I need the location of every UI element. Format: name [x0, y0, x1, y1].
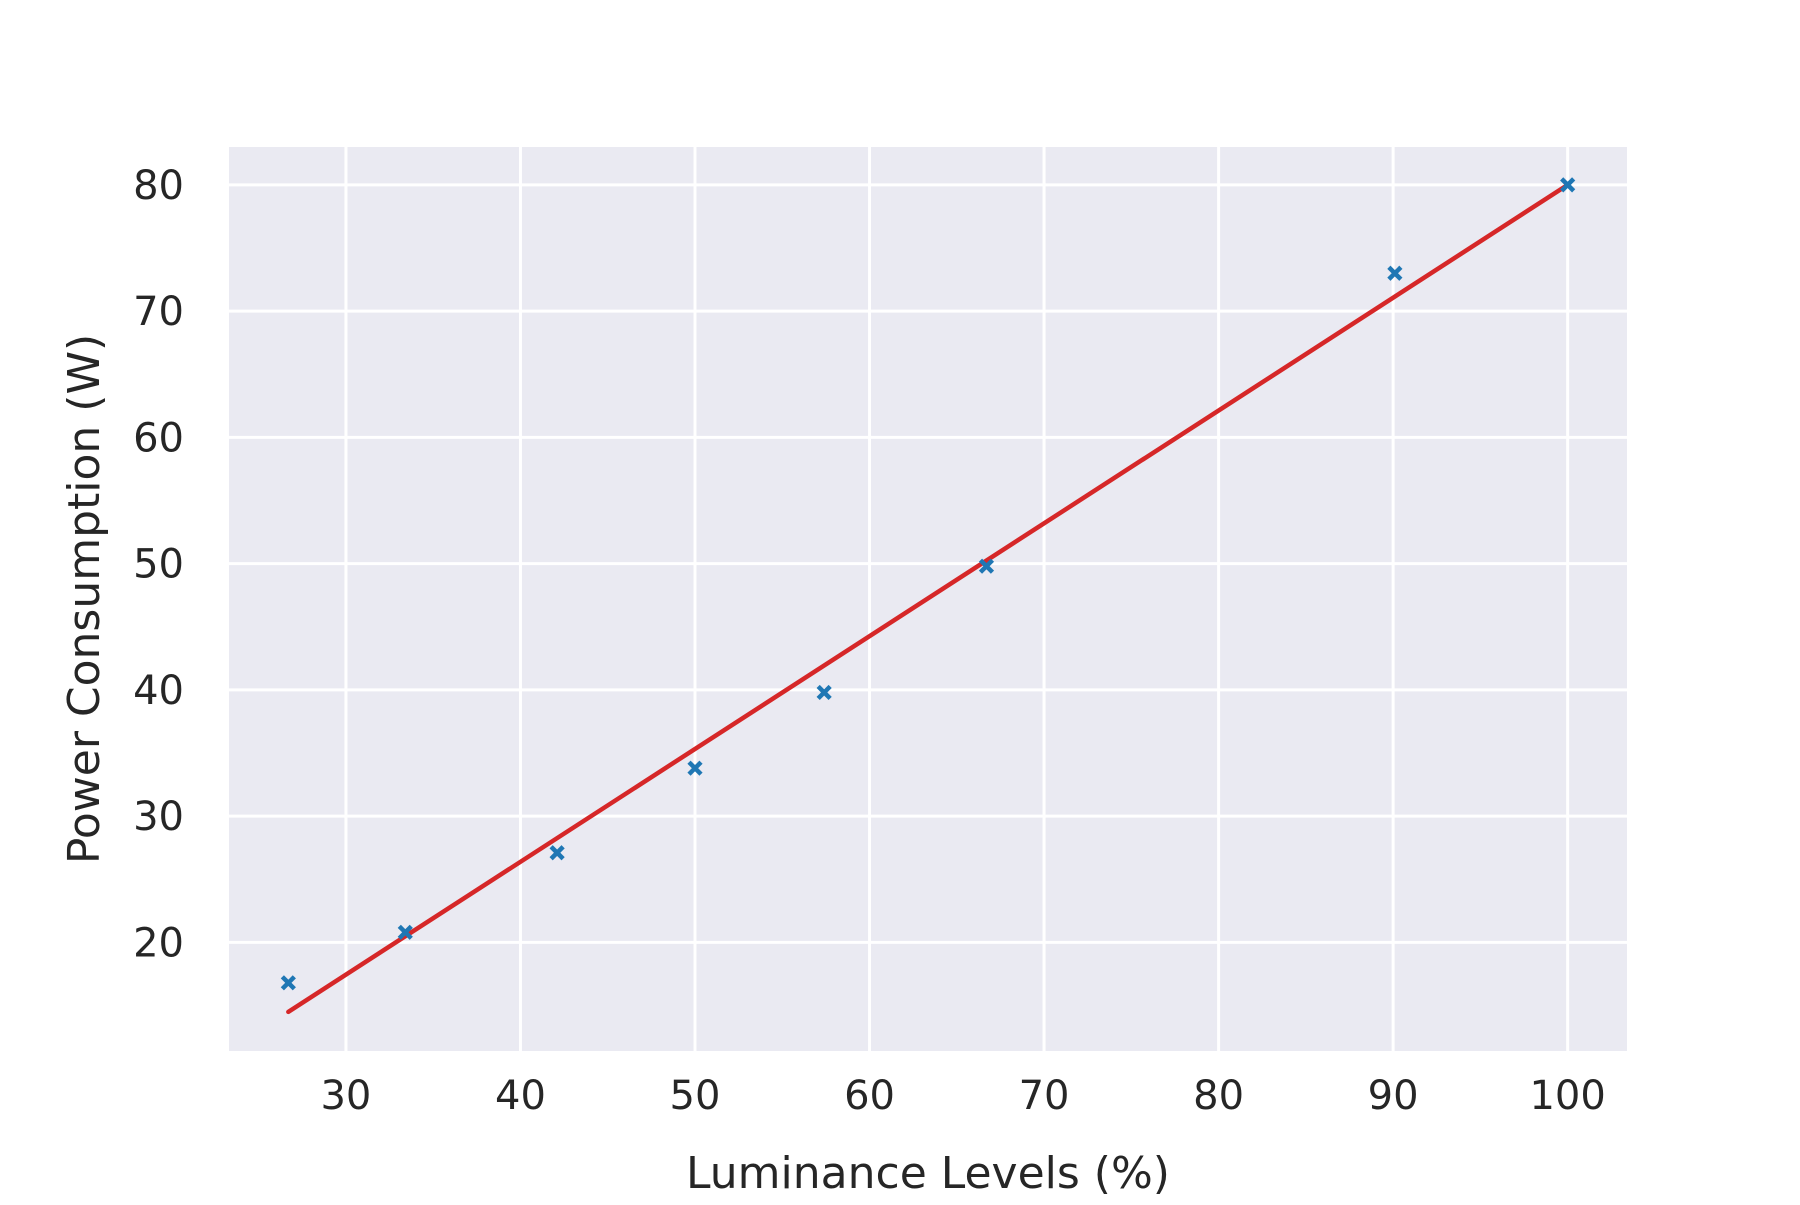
x-tick-label: 80: [1193, 1073, 1244, 1119]
data-point: [1560, 177, 1576, 193]
y-tick-label: 50: [133, 542, 184, 588]
x-tick-label: 70: [1019, 1073, 1070, 1119]
y-axis-label: Power Consumption (W): [59, 334, 110, 864]
y-tick-label: 40: [133, 668, 184, 714]
scatter-points: [280, 177, 1576, 991]
y-tick-labels: 20 30 40 50 60 70 80: [133, 163, 184, 967]
data-point: [816, 684, 832, 701]
y-tick-label: 70: [133, 289, 184, 335]
x-tick-label: 50: [670, 1073, 721, 1119]
data-point: [687, 760, 703, 776]
x-tick-labels: 30 40 50 60 70 80 90 100: [320, 1073, 1605, 1119]
x-tick-label: 30: [320, 1073, 371, 1119]
data-point: [1387, 265, 1403, 281]
data-point: [978, 558, 995, 574]
fit-line-layer: [286, 182, 1570, 1015]
x-axis-label: Luminance Levels (%): [686, 1148, 1170, 1199]
y-tick-label: 80: [133, 163, 184, 209]
x-tick-label: 90: [1368, 1073, 1419, 1119]
y-tick-label: 30: [133, 794, 184, 840]
x-tick-label: 40: [495, 1073, 546, 1119]
data-point: [397, 924, 413, 940]
x-tick-label: 60: [844, 1073, 895, 1119]
x-tick-label: 100: [1529, 1073, 1605, 1119]
y-tick-label: 60: [133, 415, 184, 461]
y-tick-label: 20: [133, 920, 184, 966]
data-point: [280, 975, 296, 991]
fit-line: [286, 182, 1570, 1015]
grid-lines: [229, 147, 1627, 1051]
data-point: [549, 845, 565, 861]
